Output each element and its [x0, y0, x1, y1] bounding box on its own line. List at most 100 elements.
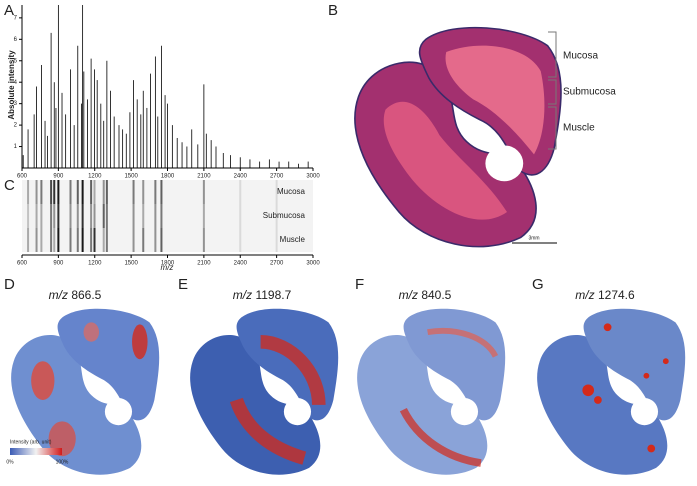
y-tick-label: 5	[14, 58, 18, 64]
bracket	[548, 31, 557, 150]
panel-letter: G	[532, 276, 544, 293]
heat-cell	[35, 180, 38, 204]
heat-cell	[154, 228, 157, 252]
histology-image	[354, 26, 562, 248]
ion-title: m/z 1274.6	[575, 288, 635, 302]
heat-cell	[81, 180, 84, 204]
x-tick-label: 2400	[234, 174, 248, 180]
x-tick-label: 900	[53, 174, 64, 180]
heat-cell	[105, 204, 108, 228]
heat-cell	[154, 204, 157, 228]
heat-cell	[90, 180, 93, 204]
heat-cell	[90, 204, 93, 228]
row-label: Mucosa	[277, 187, 306, 196]
heat-cell	[40, 204, 43, 228]
heat-cell	[105, 180, 108, 204]
ion-image	[357, 308, 506, 475]
ion-image	[190, 308, 339, 475]
heat-cell	[57, 228, 60, 252]
panel-letter: A	[4, 2, 14, 19]
row-label: Submucosa	[263, 211, 306, 220]
y-axis-label: Absolute intensity	[7, 50, 16, 120]
x-tick-label: 1800	[161, 261, 175, 267]
colorbar-min: 0%	[6, 459, 14, 465]
panel-letter: F	[355, 276, 364, 293]
prefix: m/z	[399, 288, 418, 302]
ion-image	[11, 308, 160, 475]
heat-cell	[50, 228, 53, 252]
prefix: m/z	[233, 288, 252, 302]
tissue-label: Submucosa	[563, 87, 616, 98]
heat-cell	[102, 204, 105, 228]
ion-titles: m/z 866.5 m/z 1198.7 m/z 840.5 m/z 1274.…	[49, 288, 635, 302]
prefix: m/z	[575, 288, 594, 302]
heat-cell	[53, 228, 56, 252]
heat-cell	[76, 180, 79, 204]
x-tick-label: 2100	[197, 261, 211, 267]
y-tick-label: 3	[14, 101, 18, 107]
mz: 840.5	[421, 288, 451, 302]
row-label: Muscle	[280, 235, 306, 244]
x-tick-label: 2700	[270, 261, 284, 267]
heat-cell	[69, 228, 72, 252]
heat-cell	[142, 228, 145, 252]
x-tick-label: 1200	[88, 174, 102, 180]
x-tick-label: 1500	[124, 174, 138, 180]
heat-cell	[81, 204, 84, 228]
heat-cell	[40, 180, 43, 204]
tissue-label: Muscle	[563, 123, 595, 134]
heat-cell	[90, 228, 93, 252]
mz: 1198.7	[255, 288, 291, 302]
mz: 866.5	[71, 288, 101, 302]
heat-cell	[160, 228, 163, 252]
heat-cell	[105, 228, 108, 252]
heat-cell	[53, 180, 56, 204]
ion-image	[537, 308, 686, 475]
heat-cell	[93, 204, 96, 228]
x-tick-label: 1200	[88, 261, 102, 267]
tissue-label: Mucosa	[563, 51, 598, 62]
heat-cell	[132, 204, 135, 228]
heat-cell	[27, 180, 30, 204]
colorbar	[10, 448, 62, 455]
colorbar-max: 100%	[56, 459, 69, 465]
heat-cell	[202, 204, 205, 228]
x-tick-label: 1500	[124, 261, 138, 267]
heat-cell	[27, 204, 30, 228]
panel-letter: B	[328, 2, 338, 19]
heat-cell	[27, 228, 30, 252]
heat-cell	[102, 228, 105, 252]
heat-cell	[142, 204, 145, 228]
heat-cell	[69, 204, 72, 228]
heat-cell	[53, 204, 56, 228]
heat-cell	[50, 180, 53, 204]
heat-cell	[239, 180, 242, 204]
y-tick-label: 6	[14, 37, 18, 43]
heat-cell	[160, 180, 163, 204]
heat-cell	[154, 180, 157, 204]
heat-cell	[239, 204, 242, 228]
heat-cell	[35, 228, 38, 252]
heat-cell	[69, 180, 72, 204]
mz: 1274.6	[598, 288, 635, 302]
ion-title: m/z 866.5	[49, 288, 102, 302]
heat-cell	[202, 180, 205, 204]
x-tick-label: 600	[17, 174, 28, 180]
heat-cell	[57, 204, 60, 228]
x-tick-label: 3000	[306, 261, 320, 267]
heat-cell	[93, 228, 96, 252]
y-tick-label: 1	[14, 144, 18, 150]
heat-cell	[132, 180, 135, 204]
heat-cell	[160, 204, 163, 228]
heat-cell	[40, 228, 43, 252]
heat-cell	[239, 228, 242, 252]
x-tick-label: 2100	[197, 174, 211, 180]
x-tick-label: 3000	[306, 174, 320, 180]
scale-label: 3mm	[528, 235, 539, 241]
panel-letter: C	[4, 177, 15, 194]
heat-cell	[275, 180, 278, 204]
x-tick-label: 900	[53, 261, 64, 267]
x-tick-label: 2400	[234, 261, 248, 267]
ion-title: m/z 840.5	[399, 288, 452, 302]
